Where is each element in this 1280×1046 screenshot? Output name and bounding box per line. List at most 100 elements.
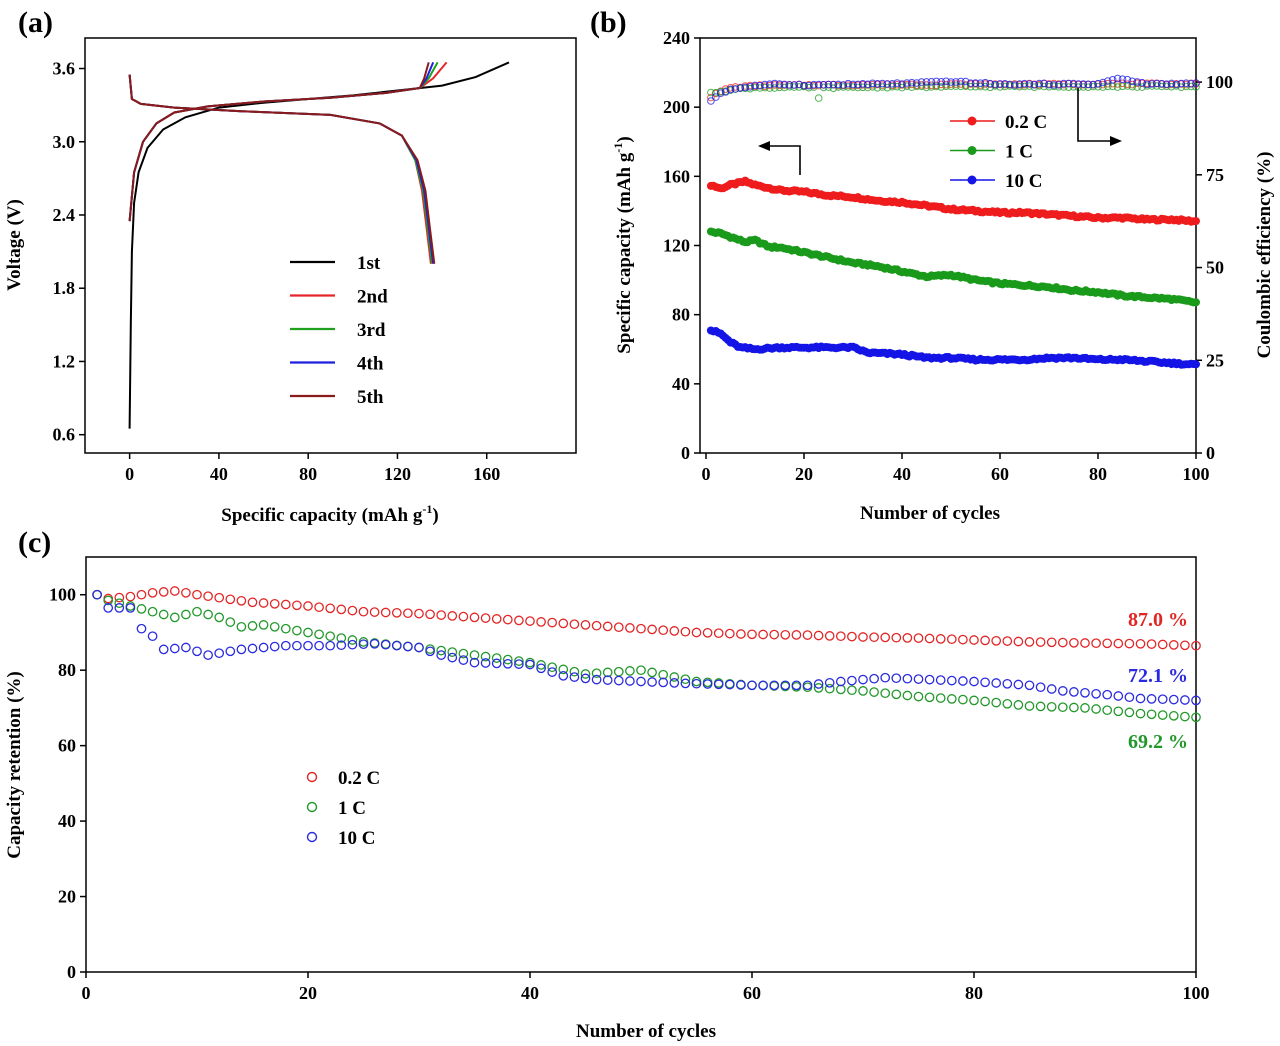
retention-point [813,683,824,693]
x-tick-label: 80 [299,464,317,484]
retention-point [236,621,247,632]
ce-point [1123,75,1132,84]
ce-point [785,81,794,89]
x-tick-label: 160 [473,464,500,484]
panel-label-c: (c) [18,526,51,559]
retention-point [358,639,369,650]
ce-point [765,80,774,88]
retention-point [514,615,524,626]
retention-point [214,648,225,659]
retention-point [1124,638,1135,649]
retention-point [414,642,424,653]
legend-a: 1st 2nd 3rd 4th 5th [290,253,388,408]
y-tick-label: 0 [681,443,690,463]
retention-point [835,631,846,642]
x-axis-title-b: Number of cycles [860,503,1000,524]
ce-point [1157,79,1166,88]
chart-panel-b: 0 20 40 60 80 100040801201602002400255075100 … [611,28,1275,524]
ce-point [971,79,980,87]
retention-point [758,629,768,640]
retention-point [569,666,580,677]
ce-point [790,81,799,89]
retention-point [458,611,469,622]
ce-point [854,80,862,89]
retention-point [991,635,1002,646]
retention-point [958,634,968,645]
retention-point [1180,695,1190,705]
retention-point [702,679,713,689]
retention-point [380,639,391,650]
ce-point [927,78,936,86]
retention-point [1135,708,1146,719]
retention-point [1080,638,1090,648]
retention-point [169,643,180,654]
retention-point [1135,638,1146,649]
ce-point [873,80,882,88]
ce-point [912,79,921,87]
y-tick-label: 40 [58,811,76,831]
retention-point [713,679,724,690]
retention-point [1046,637,1057,648]
ce-point [1128,77,1137,86]
y-axis-title-b: Specific capacity (mAh g-1) [611,136,635,353]
retention-point [536,617,546,627]
retention-point [1080,687,1090,698]
retention-point [647,667,657,678]
curves-a [128,61,510,429]
retention-point [791,680,802,691]
retention-point [591,674,602,685]
ce-point [957,77,965,86]
y-tick-label: 60 [58,736,76,756]
y-tick-label: 3.0 [53,132,76,152]
ce-point [952,82,960,90]
retention-point [447,652,458,663]
ce-point [1182,79,1190,87]
ce-point [1040,79,1048,88]
ce-point [736,84,745,92]
retention-point [1013,636,1024,647]
retention-point [158,609,169,620]
ce-point [937,83,946,91]
legend-label: 4th [357,354,384,375]
retention-point [491,653,502,663]
legend-label: 0.2 C [338,768,380,789]
capacity-point [1192,217,1200,226]
ce-point [775,80,784,88]
retention-point [991,697,1002,708]
retention-point [1091,704,1101,714]
retention-point [1102,689,1113,700]
ce-point [1050,81,1058,89]
ce-point [1153,82,1161,90]
retention-point [769,680,780,691]
y-tick-label: 40 [672,374,690,394]
retention-point [680,674,691,685]
retention-point [1191,695,1201,706]
ce-point [770,79,779,88]
retention-point [680,678,691,689]
retention-point [680,626,691,637]
retention-point [813,679,824,689]
retention-point [336,604,347,615]
retention-point [924,633,935,644]
retention-point [580,669,591,679]
retention-point [1035,701,1046,712]
ce-point [1172,80,1181,89]
retention-point [1168,710,1179,721]
x-tick-label: 40 [893,464,911,484]
retention-point [1113,706,1124,717]
retention-point [247,621,258,631]
ce-point [849,80,857,89]
retention-point [980,696,990,707]
retention-point [691,627,702,638]
retention-point [758,680,768,691]
ce-point [1113,74,1122,83]
ce-point [1113,83,1122,91]
retention-point [891,632,902,643]
retention-point [425,646,435,657]
legend-label: 1 C [338,798,366,819]
retention-point [946,694,957,704]
ce-point [805,81,813,90]
legend-marker [967,175,977,185]
legend-label: 3rd [357,320,386,341]
ce-point [824,83,833,91]
